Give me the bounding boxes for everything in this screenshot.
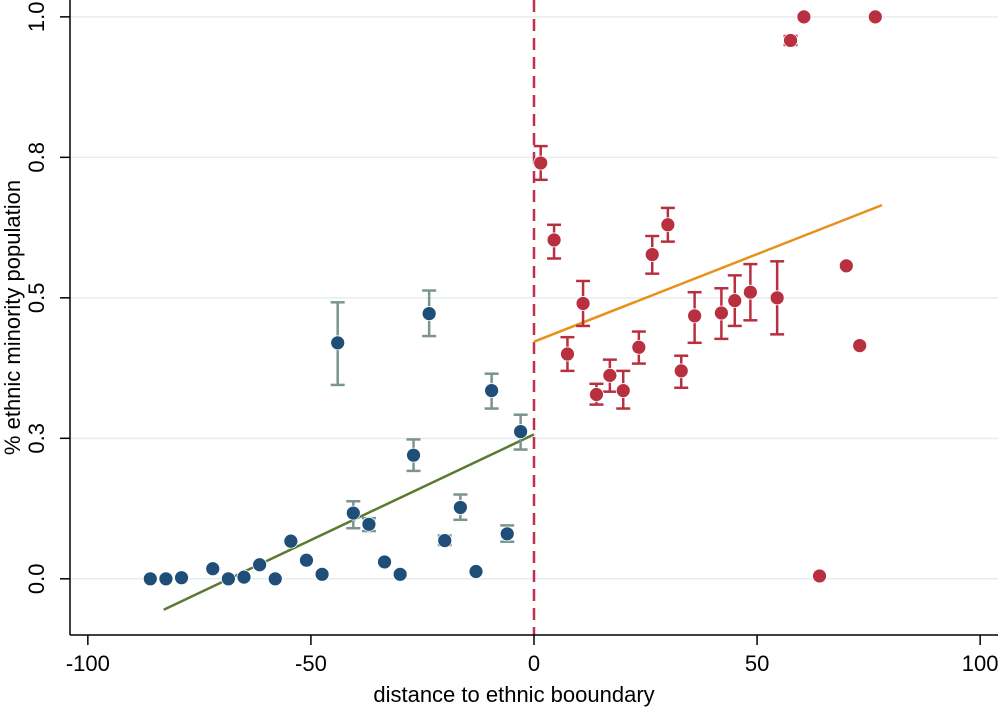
right-point-2: [560, 346, 575, 362]
right-point-7: [631, 339, 647, 355]
right-point-13: [727, 293, 743, 309]
right-point-12: [713, 305, 729, 321]
data-points: [142, 9, 883, 587]
left-point-0: [142, 571, 158, 587]
x-tick-label-0: -100: [66, 651, 110, 676]
left-point-7: [267, 571, 283, 587]
left-point-23: [513, 424, 529, 439]
left-point-3: [205, 561, 221, 577]
left-point-9: [299, 552, 314, 568]
left-point-22: [499, 526, 515, 542]
left-point-20: [468, 564, 484, 579]
left-fit-line: [163, 433, 535, 611]
right-point-17: [796, 9, 812, 25]
left-point-4: [220, 571, 236, 587]
y-axis-title: % ethnic minority population: [0, 180, 25, 455]
y-tick-label-2: 0.5: [24, 283, 49, 314]
ticks: -100 -50 0 50 100 0.0 0.3 0.5 0.8 1.0: [24, 2, 999, 676]
error-bars: [330, 34, 798, 547]
right-point-18: [812, 568, 827, 584]
left-point-19: [452, 500, 468, 515]
left-point-8: [283, 533, 299, 549]
right-point-19: [838, 258, 854, 274]
right-point-11: [687, 308, 703, 324]
x-axis-title: distance to ethnic booundary: [373, 682, 654, 707]
left-point-12: [345, 505, 361, 521]
right-point-20: [852, 338, 868, 353]
right-point-9: [660, 217, 676, 233]
y-tick-label-4: 1.0: [24, 2, 49, 33]
x-tick-label-1: -50: [295, 651, 327, 676]
right-point-21: [867, 9, 883, 25]
left-point-15: [392, 566, 408, 582]
right-point-3: [575, 296, 591, 311]
right-fit-line: [533, 203, 883, 343]
left-point-14: [377, 554, 392, 570]
right-point-14: [742, 284, 758, 300]
right-point-10: [673, 363, 689, 379]
left-point-1: [158, 571, 174, 587]
right-point-6: [615, 383, 631, 398]
left-point-17: [421, 306, 437, 321]
y-tick-label-1: 0.3: [24, 423, 49, 454]
gridlines: [70, 16, 998, 580]
fit-lines: [163, 203, 883, 611]
x-tick-label-2: 0: [528, 651, 540, 676]
right-point-5: [602, 367, 618, 383]
left-point-13: [361, 516, 377, 532]
left-point-5: [236, 569, 252, 585]
left-point-21: [484, 383, 500, 398]
right-point-4: [589, 387, 604, 402]
left-point-2: [174, 570, 189, 586]
y-tick-label-0: 0.0: [24, 564, 49, 595]
x-tick-label-4: 100: [962, 651, 999, 676]
right-point-0: [533, 155, 549, 171]
x-tick-label-3: 50: [745, 651, 769, 676]
right-point-1: [546, 232, 562, 248]
right-point-15: [769, 290, 785, 306]
left-point-11: [330, 335, 346, 351]
left-point-6: [252, 557, 268, 573]
left-point-10: [314, 566, 330, 582]
left-point-16: [406, 447, 421, 463]
right-point-8: [644, 247, 660, 262]
y-tick-label-3: 0.8: [24, 142, 49, 173]
left-point-18: [437, 533, 453, 548]
right-point-16: [783, 33, 798, 48]
